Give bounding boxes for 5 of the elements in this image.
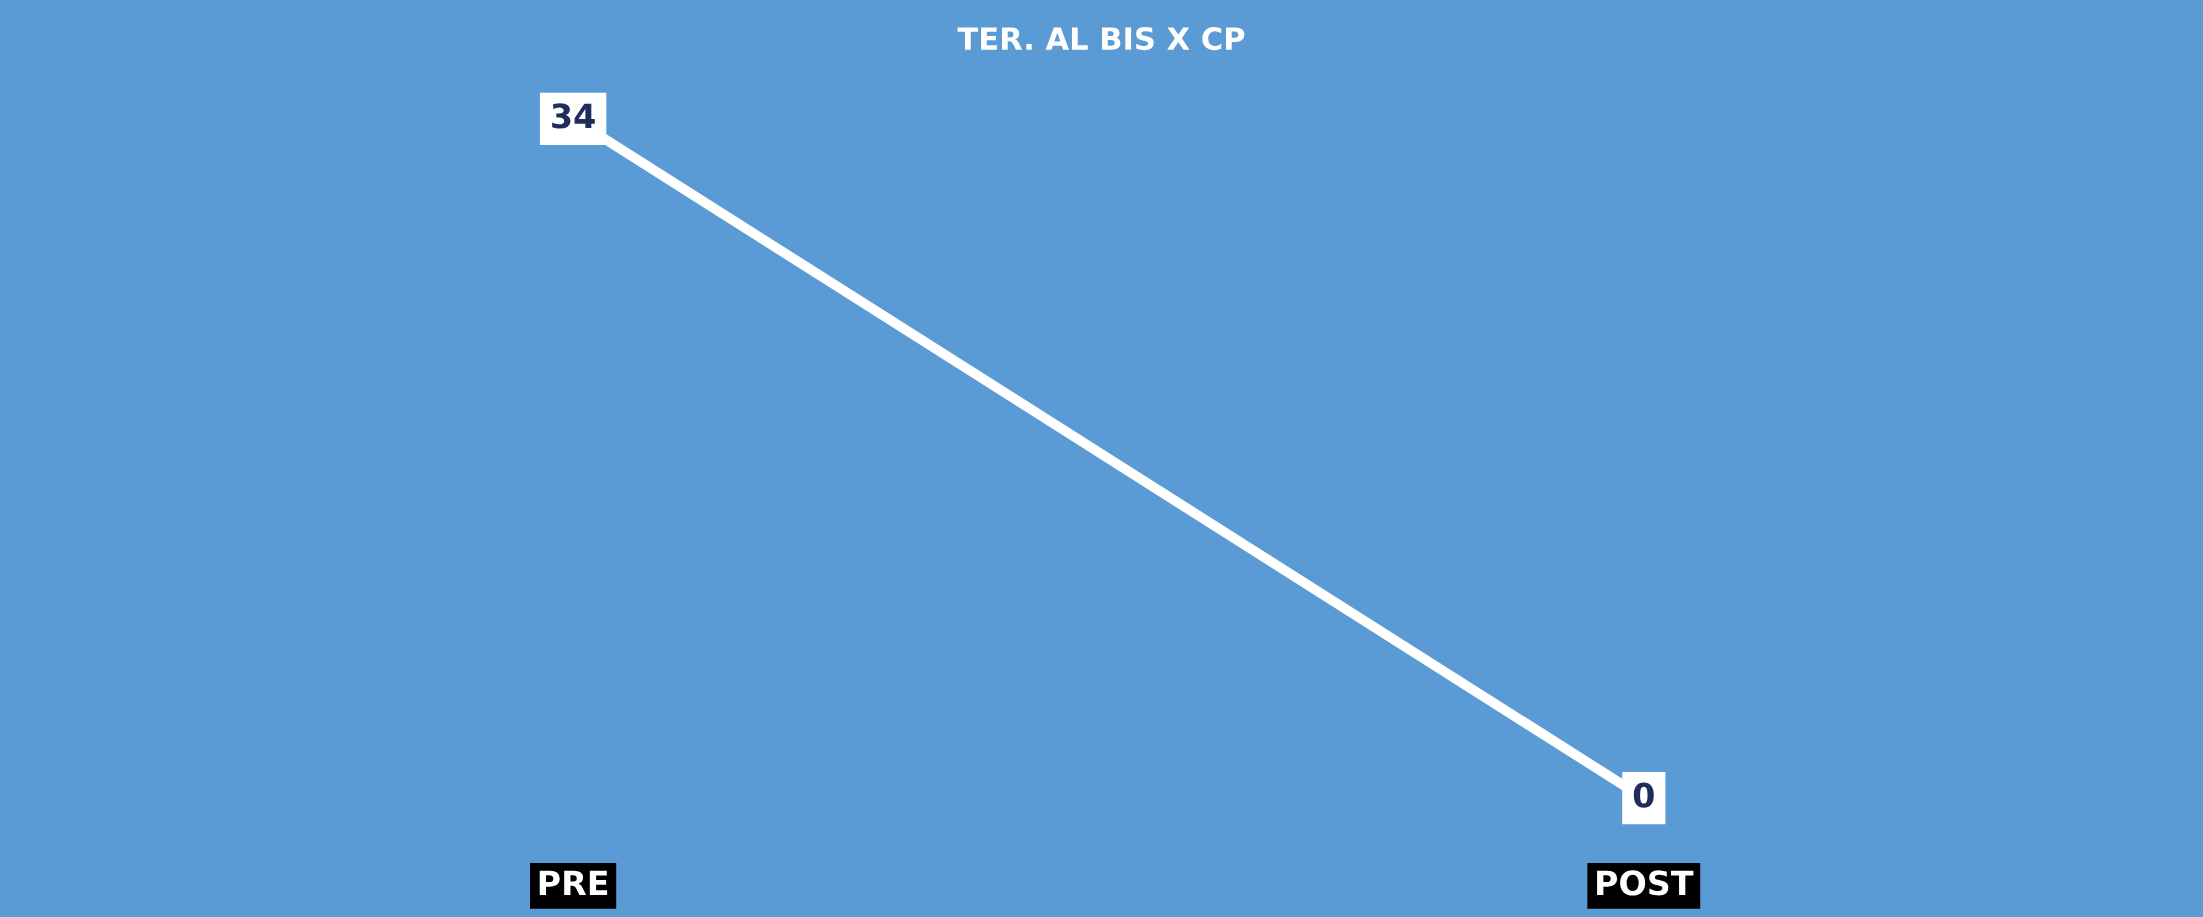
x-tick-label: POST [1597, 870, 1694, 896]
x-tick-label: PRE [539, 870, 608, 896]
chart-title: TER. AL BIS X CP [957, 27, 1245, 51]
data-label: 34 [552, 103, 595, 129]
data-label: 0 [1633, 782, 1654, 808]
